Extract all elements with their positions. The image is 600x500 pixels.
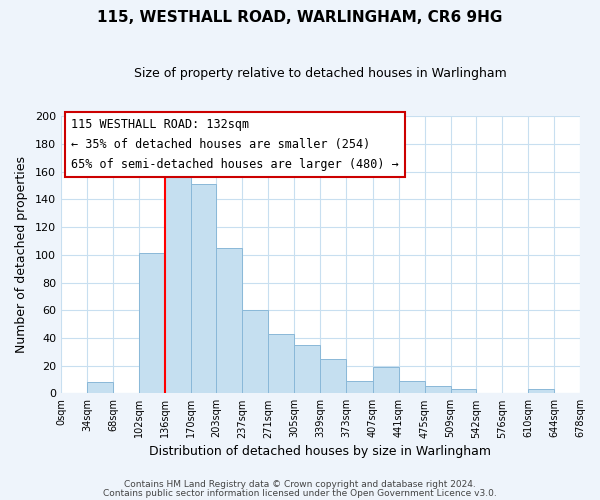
Bar bbox=[580, 389, 600, 394]
Bar bbox=[346, 381, 373, 394]
Bar bbox=[139, 254, 165, 394]
X-axis label: Distribution of detached houses by size in Warlingham: Distribution of detached houses by size … bbox=[149, 444, 491, 458]
Bar bbox=[425, 386, 451, 394]
Bar bbox=[242, 310, 268, 394]
Text: 115 WESTHALL ROAD: 132sqm
← 35% of detached houses are smaller (254)
65% of semi: 115 WESTHALL ROAD: 132sqm ← 35% of detac… bbox=[71, 118, 399, 171]
Bar bbox=[398, 381, 425, 394]
Text: Contains public sector information licensed under the Open Government Licence v3: Contains public sector information licen… bbox=[103, 489, 497, 498]
Bar bbox=[165, 166, 191, 394]
Bar bbox=[295, 345, 320, 394]
Title: Size of property relative to detached houses in Warlingham: Size of property relative to detached ho… bbox=[134, 68, 507, 80]
Bar bbox=[217, 248, 242, 394]
Bar bbox=[373, 367, 398, 394]
Bar bbox=[451, 389, 476, 394]
Y-axis label: Number of detached properties: Number of detached properties bbox=[15, 156, 28, 354]
Bar bbox=[87, 382, 113, 394]
Bar bbox=[320, 358, 346, 394]
Text: Contains HM Land Registry data © Crown copyright and database right 2024.: Contains HM Land Registry data © Crown c… bbox=[124, 480, 476, 489]
Bar bbox=[528, 389, 554, 394]
Bar bbox=[268, 334, 295, 394]
Bar bbox=[191, 184, 217, 394]
Text: 115, WESTHALL ROAD, WARLINGHAM, CR6 9HG: 115, WESTHALL ROAD, WARLINGHAM, CR6 9HG bbox=[97, 10, 503, 25]
